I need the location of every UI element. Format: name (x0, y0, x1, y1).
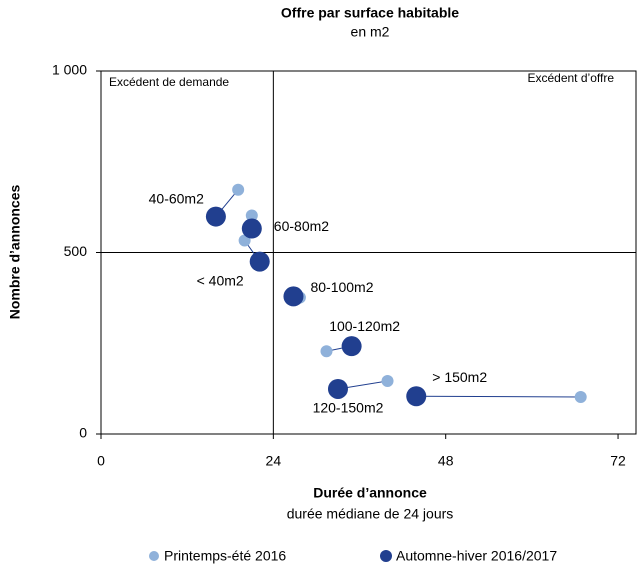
scatter-point (283, 286, 304, 307)
scatter-point (249, 251, 270, 272)
x-tick-label: 0 (97, 453, 105, 469)
legend-marker (149, 551, 159, 561)
chart-title: Offre par surface habitable (281, 5, 459, 21)
y-tick-label: 1 000 (52, 62, 87, 78)
point-label: 40-60m2 (149, 190, 204, 206)
point-label: > 150m2 (432, 369, 487, 385)
scatter-point (241, 218, 262, 239)
legend-label: Printemps-été 2016 (164, 548, 286, 564)
x-tick-label: 72 (610, 453, 626, 469)
point-label: 120-150m2 (313, 400, 384, 416)
scatter-point (232, 183, 245, 196)
scatter-point (205, 206, 226, 227)
scatter-point (381, 375, 394, 388)
scatter-point (327, 378, 348, 399)
scatter-point (341, 336, 362, 357)
chart-subtitle: en m2 (351, 24, 390, 40)
x-axis-sublabel: durée médiane de 24 jours (287, 506, 454, 522)
x-axis-label: Durée d’annonce (313, 485, 427, 501)
point-label: < 40m2 (197, 272, 244, 288)
annotation: Excédent de demande (109, 75, 229, 89)
point-label: 100-120m2 (329, 318, 400, 334)
point-label: 60-80m2 (274, 218, 329, 234)
scatter-point (574, 390, 587, 403)
legend-marker (380, 550, 392, 562)
y-axis-label: Nombre d’annonces (7, 185, 23, 320)
connector (416, 395, 581, 398)
legend-label: Automne-hiver 2016/2017 (396, 548, 557, 564)
y-tick-label: 0 (79, 425, 87, 441)
scatter-point (245, 209, 258, 222)
annotation: Excédent d’offre (527, 71, 614, 85)
point-label: 80-100m2 (310, 279, 373, 295)
y-tick-label: 500 (64, 243, 88, 259)
scatter-point (406, 386, 427, 407)
x-tick-label: 48 (438, 453, 454, 469)
x-tick-label: 24 (266, 453, 282, 469)
scatter-point (320, 345, 333, 358)
